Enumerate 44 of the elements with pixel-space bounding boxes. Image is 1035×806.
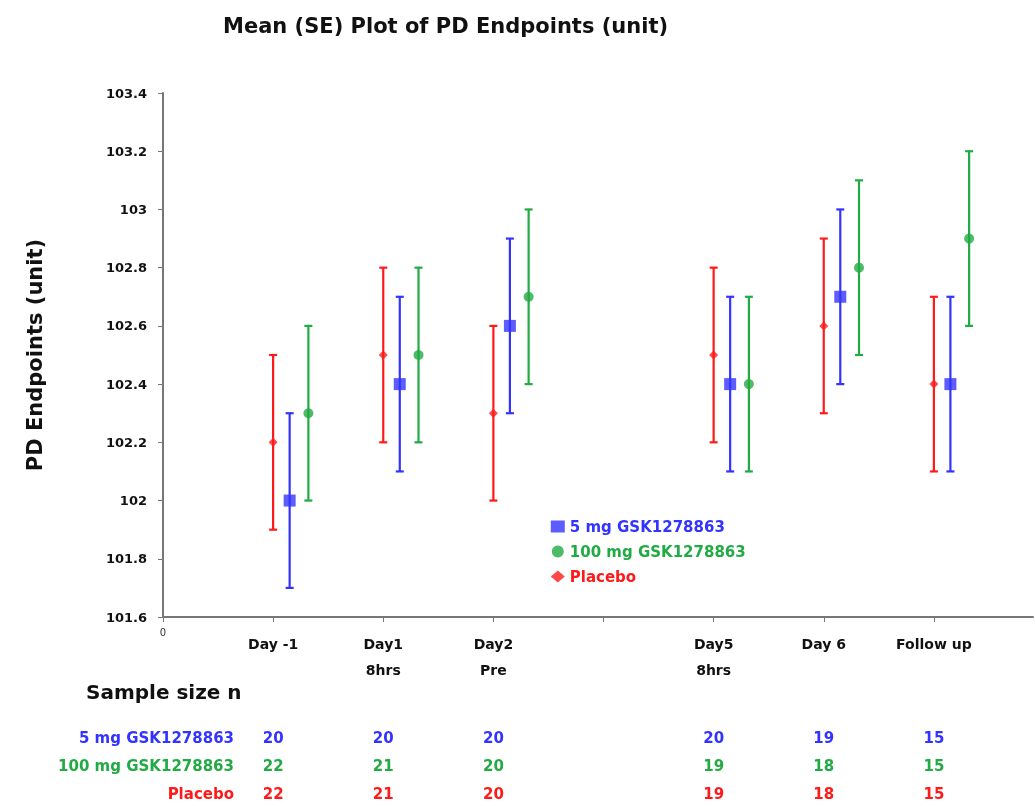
y-tick-label: 102.2 <box>105 434 147 450</box>
legend-label: Placebo <box>569 567 637 586</box>
text: 18 <box>813 757 835 775</box>
text: 100 mg GSK1278863 <box>58 757 234 775</box>
text: Sample size n <box>86 680 242 704</box>
text: 19 <box>813 729 835 747</box>
x-tick-label: Day -1 <box>248 636 299 652</box>
legend-label: 5 mg GSK1278863 <box>569 517 725 536</box>
y-tick-label: 102 <box>119 493 147 509</box>
text: 0 <box>159 626 167 638</box>
y-tick-label: 101.6 <box>105 609 147 625</box>
text: 20 <box>482 729 504 747</box>
text: Placebo <box>167 785 234 803</box>
text: 15 <box>923 757 945 775</box>
legend-label: 100 mg GSK1278863 <box>569 542 746 561</box>
x-tick-label: Follow up <box>896 636 972 652</box>
x-tick-label: Day 6 <box>801 636 846 652</box>
text: 19 <box>703 757 725 775</box>
text: 22 <box>262 785 284 803</box>
x-tick-label: Day2 Pre <box>473 636 514 678</box>
x-tick-label: Day1 8hrs <box>363 636 404 678</box>
text: 20 <box>703 729 725 747</box>
text: 20 <box>482 757 504 775</box>
text: 20 <box>482 785 504 803</box>
y-tick-label: 102.4 <box>105 376 147 392</box>
text: 15 <box>923 729 945 747</box>
x-tick-label: Day5 8hrs <box>693 636 734 678</box>
text: 21 <box>372 757 394 775</box>
text: 15 <box>923 785 945 803</box>
y-tick-label: 101.8 <box>105 551 147 567</box>
text: 18 <box>813 785 835 803</box>
y-axis-title: PD Endpoints (unit) <box>22 238 47 472</box>
text: 22 <box>262 757 284 775</box>
text: 5 mg GSK1278863 <box>78 729 234 747</box>
text: 20 <box>372 729 394 747</box>
chart-title: Mean (SE) Plot of PD Endpoints (unit) <box>223 13 669 38</box>
text: 20 <box>262 729 284 747</box>
y-tick-label: 103.4 <box>105 85 147 101</box>
y-tick-label: 103.2 <box>105 143 147 159</box>
y-tick-label: 103 <box>119 201 147 217</box>
y-tick-label: 102.8 <box>105 260 147 276</box>
y-tick-label: 102.6 <box>105 318 147 334</box>
text: 21 <box>372 785 394 803</box>
text: 19 <box>703 785 725 803</box>
